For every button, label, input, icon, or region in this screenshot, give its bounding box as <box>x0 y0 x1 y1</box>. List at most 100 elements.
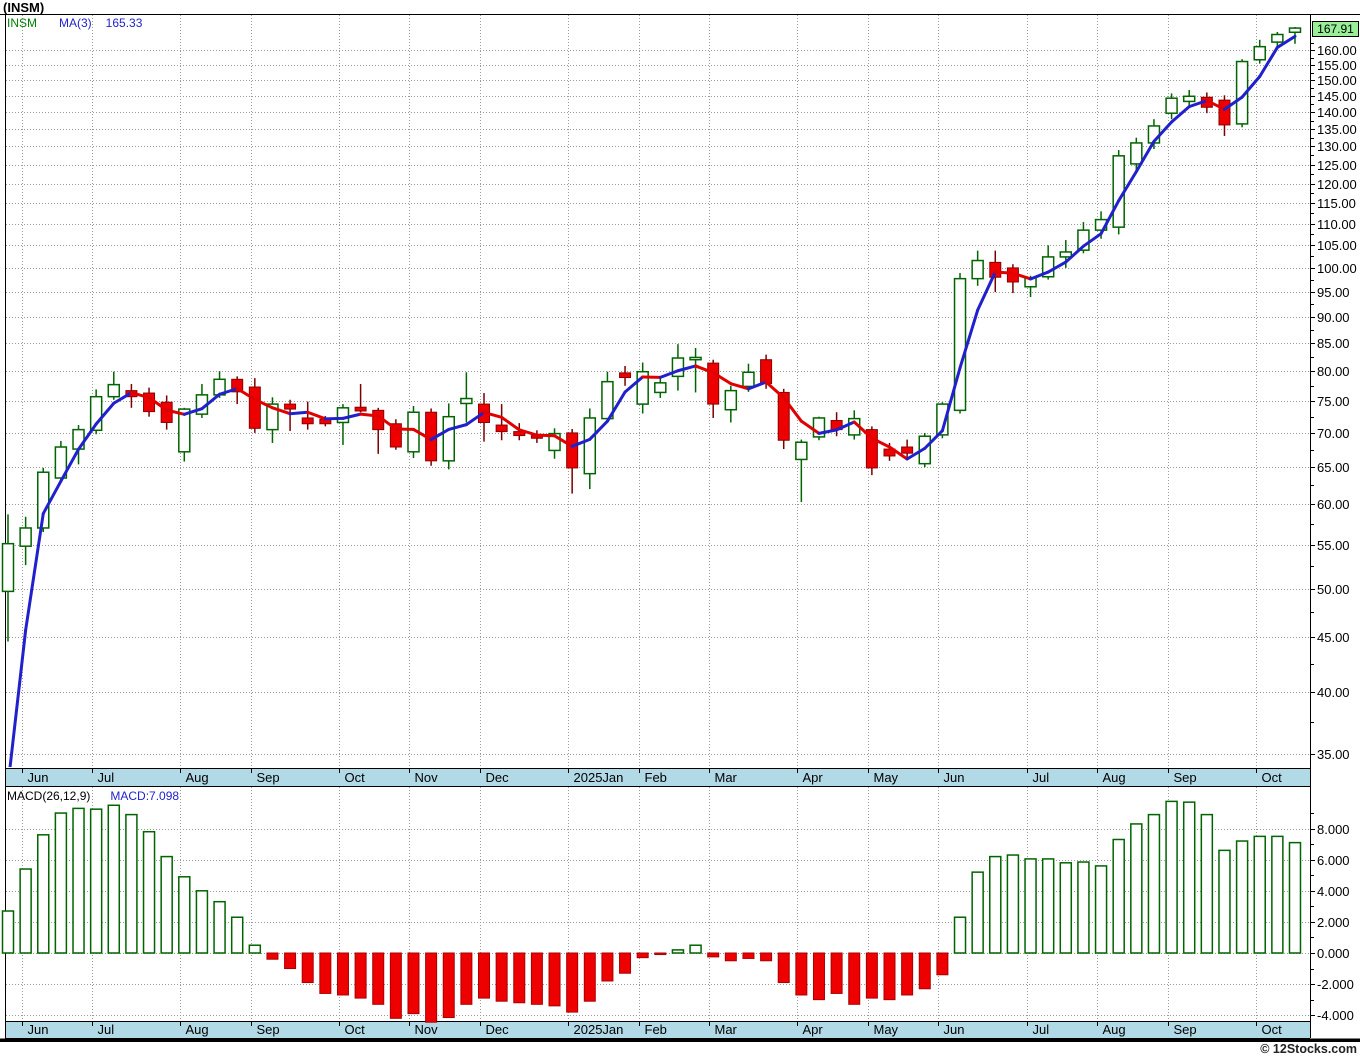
copyright-label: © 12Stocks.com <box>1260 1042 1357 1056</box>
macd-bar-negative <box>636 952 649 959</box>
macd-bar-negative <box>548 952 561 1007</box>
candle-body <box>354 406 367 412</box>
candle-body <box>389 423 402 448</box>
macd-bar-negative <box>918 952 931 990</box>
pane-borders <box>0 14 1360 1042</box>
month-label: Nov <box>415 770 439 785</box>
candle-body <box>812 417 826 438</box>
svg-text:135.00: 135.00 <box>1317 122 1357 137</box>
candle-body <box>795 441 808 461</box>
macd-bar-negative <box>478 952 491 999</box>
macd-bar-negative <box>301 952 314 984</box>
candle-body <box>619 372 632 379</box>
svg-text:8.000: 8.000 <box>1317 822 1350 837</box>
macd-bar-positive <box>195 890 209 954</box>
svg-text:105.00: 105.00 <box>1317 238 1357 253</box>
macd-bar-negative <box>530 952 543 1005</box>
candle-body <box>1041 256 1055 278</box>
month-label: Dec <box>486 770 510 785</box>
month-strip-price <box>5 768 1310 786</box>
month-strip-macd <box>5 1021 1310 1038</box>
macd-bar-positive <box>689 944 702 954</box>
macd-bar-positive <box>953 916 967 954</box>
candle-body <box>107 383 121 398</box>
chart-legend: INSM MA(3) 165.33 <box>7 16 142 30</box>
macd-bar-negative <box>583 952 596 1002</box>
month-label: Oct <box>345 1022 366 1037</box>
svg-text:55.00: 55.00 <box>1317 538 1350 553</box>
macd-bar-positive <box>1024 858 1037 954</box>
macd-params-label: MACD(26,12,9) <box>7 789 91 803</box>
month-label: Mar <box>715 1022 738 1037</box>
macd-bar-positive <box>230 916 244 954</box>
svg-text:4.000: 4.000 <box>1317 884 1350 899</box>
month-label: Sep <box>1174 770 1197 785</box>
macd-bar-negative <box>777 952 790 984</box>
macd-bar-positive <box>37 834 50 954</box>
svg-text:75.00: 75.00 <box>1317 394 1350 409</box>
candle-body <box>971 259 984 280</box>
candle-body <box>760 359 773 384</box>
candle-body <box>936 403 949 436</box>
legend-symbol: INSM <box>7 16 37 30</box>
candle-body <box>1130 142 1143 165</box>
candlestick-series <box>1 27 1302 642</box>
macd-bar-negative <box>336 952 349 996</box>
macd-bar-negative <box>513 952 526 1004</box>
candle-body <box>1165 97 1178 114</box>
macd-bar-negative <box>319 952 332 994</box>
candle-body <box>1182 95 1196 103</box>
macd-bar-positive <box>1253 835 1266 954</box>
macd-bar-positive <box>989 855 1002 954</box>
svg-text:80.00: 80.00 <box>1317 364 1350 379</box>
candle-body <box>724 389 738 411</box>
candle-body <box>54 446 68 479</box>
macd-axis: 8.000 6.000 4.000 2.000 0.000 -2.000 -4.000 <box>1310 813 1354 1023</box>
month-label: Aug <box>1103 770 1126 785</box>
svg-text:-2.000: -2.000 <box>1317 977 1354 992</box>
candle-body <box>1059 251 1073 258</box>
month-label: Jun <box>944 770 965 785</box>
macd-legend: MACD(26,12,9) MACD:7.098 <box>7 789 179 803</box>
macd-bar-positive <box>1112 838 1125 954</box>
candle-body <box>953 277 967 412</box>
month-label: Aug <box>1103 1022 1126 1037</box>
macd-bar-negative <box>865 952 878 999</box>
macd-bar-positive <box>72 807 85 954</box>
month-label: Oct <box>1262 1022 1283 1037</box>
svg-text:85.00: 85.00 <box>1317 336 1350 351</box>
candle-body <box>513 431 526 437</box>
svg-text:45.00: 45.00 <box>1317 630 1350 645</box>
macd-value-label: MACD:7.098 <box>110 789 180 803</box>
macd-histogram <box>1 800 1302 1023</box>
macd-bar-positive <box>1147 813 1161 954</box>
month-label: Mar <box>715 770 738 785</box>
candle-body <box>37 471 50 529</box>
candle-body <box>336 407 350 424</box>
month-label: 2025Jan <box>574 1022 624 1037</box>
macd-bar-negative <box>654 952 667 956</box>
macd-bar-positive <box>1077 861 1090 954</box>
svg-text:160.00: 160.00 <box>1317 43 1357 58</box>
macd-bar-negative <box>724 952 737 962</box>
macd-bar-negative <box>425 952 438 1023</box>
month-label: Jul <box>1033 770 1050 785</box>
month-label: Feb <box>645 770 667 785</box>
candle-body <box>989 261 1002 278</box>
candle-body <box>495 424 508 433</box>
candle-body <box>1218 99 1231 126</box>
macd-bar-negative <box>795 952 808 996</box>
svg-text:6.000: 6.000 <box>1317 853 1350 868</box>
month-label: Jul <box>98 770 115 785</box>
month-label: Apr <box>803 1022 824 1037</box>
candle-body <box>583 417 597 475</box>
macd-bar-negative <box>742 952 755 959</box>
macd-bar-positive <box>1218 849 1231 954</box>
macd-bar-negative <box>266 952 279 960</box>
svg-text:50.00: 50.00 <box>1317 582 1350 597</box>
candle-body <box>178 408 191 453</box>
svg-text:130.00: 130.00 <box>1317 139 1357 154</box>
macd-bar-negative <box>407 952 420 1015</box>
macd-bar-negative <box>848 952 861 1005</box>
